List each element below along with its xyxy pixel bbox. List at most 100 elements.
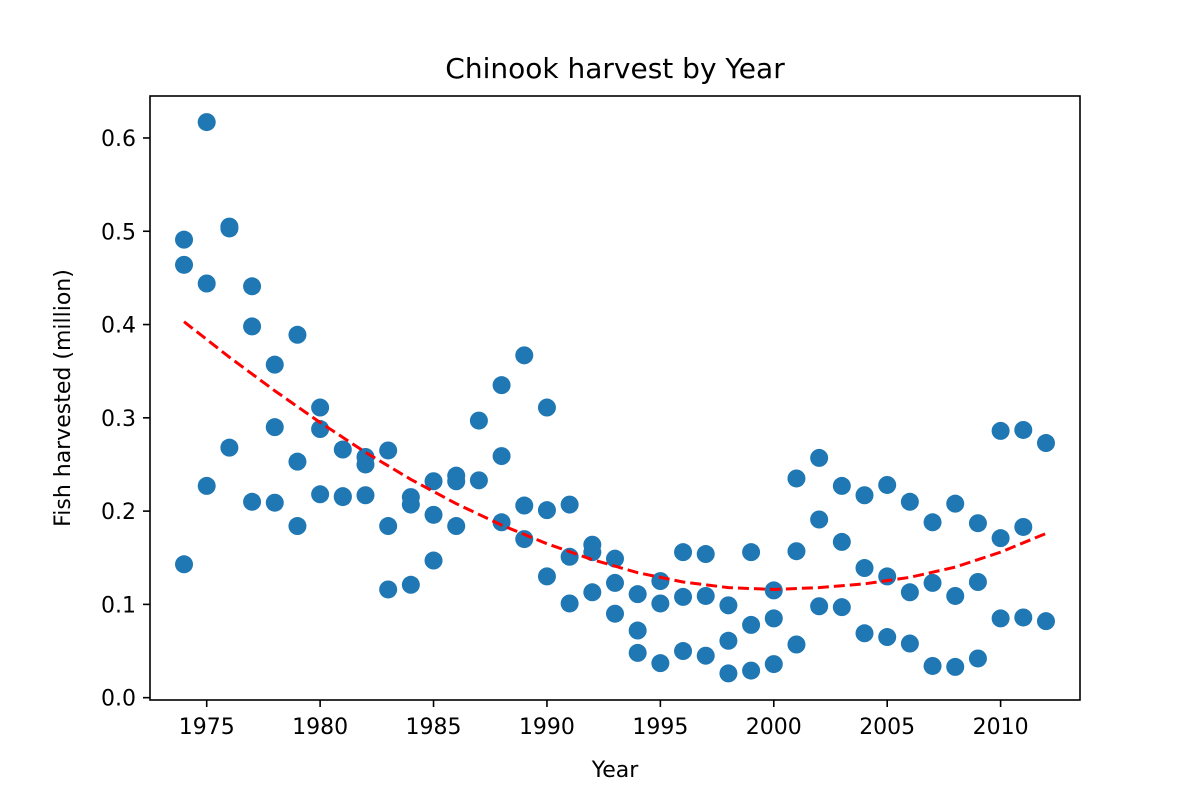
data-point — [515, 530, 534, 549]
x-tick-label: 2010 — [973, 715, 1029, 740]
data-point — [447, 517, 466, 536]
data-point — [560, 495, 579, 514]
data-point — [197, 113, 216, 132]
x-tick-label: 2000 — [746, 715, 802, 740]
data-point — [333, 440, 352, 459]
x-axis-label: Year — [591, 758, 640, 783]
data-point — [243, 492, 262, 511]
data-point — [560, 594, 579, 613]
data-point — [855, 559, 874, 578]
data-point — [537, 501, 556, 520]
data-point — [946, 494, 965, 513]
x-tick-label: 1990 — [519, 715, 575, 740]
data-point — [719, 631, 738, 650]
data-point — [810, 448, 829, 467]
data-point — [878, 567, 897, 586]
data-point — [492, 447, 511, 466]
data-point — [787, 635, 806, 654]
data-point — [469, 411, 488, 430]
data-point — [878, 628, 897, 647]
data-point — [175, 230, 194, 249]
data-point — [1036, 434, 1055, 453]
x-tick-label: 1975 — [179, 715, 235, 740]
points-layer — [175, 113, 1055, 683]
data-point — [175, 255, 194, 274]
y-tick-label: 0.2 — [101, 500, 136, 525]
data-point — [900, 634, 919, 653]
data-point — [900, 583, 919, 602]
data-point — [265, 355, 284, 374]
data-point — [628, 643, 647, 662]
data-point — [515, 346, 534, 365]
data-point — [311, 485, 330, 504]
data-point — [719, 596, 738, 615]
data-point — [855, 486, 874, 505]
data-point — [265, 493, 284, 512]
data-point — [674, 543, 693, 562]
data-point — [606, 549, 624, 568]
data-point — [606, 573, 624, 592]
data-point — [220, 219, 239, 238]
data-point — [787, 469, 806, 488]
data-point — [742, 615, 761, 634]
data-point — [764, 609, 783, 628]
data-point — [1036, 612, 1055, 631]
x-tick-label: 1995 — [632, 715, 688, 740]
data-point — [900, 492, 919, 511]
data-point — [878, 475, 897, 494]
data-point — [674, 642, 693, 661]
data-point — [832, 532, 851, 551]
data-point — [311, 398, 330, 417]
data-point — [379, 441, 398, 460]
data-point — [696, 545, 715, 564]
data-point — [764, 655, 783, 674]
data-point — [742, 661, 761, 680]
data-point — [379, 580, 398, 599]
data-point — [810, 510, 829, 529]
data-point — [197, 476, 216, 495]
data-point — [855, 624, 874, 643]
data-point — [515, 496, 534, 515]
data-point — [220, 438, 239, 457]
data-point — [628, 621, 647, 640]
data-point — [356, 455, 375, 474]
data-point — [1014, 608, 1033, 627]
data-point — [401, 495, 420, 514]
data-point — [651, 654, 670, 673]
data-point — [197, 274, 216, 293]
data-point — [537, 567, 556, 586]
data-point — [447, 472, 466, 491]
data-point — [968, 649, 987, 668]
data-point — [968, 573, 987, 591]
x-tick-label: 1985 — [406, 715, 462, 740]
data-point — [991, 529, 1010, 548]
data-point — [787, 542, 806, 561]
data-point — [651, 572, 670, 591]
data-point — [1014, 517, 1033, 536]
data-point — [810, 597, 829, 616]
trend-layer — [183, 320, 1047, 591]
data-point — [175, 555, 194, 574]
y-tick-label: 0.6 — [101, 127, 136, 152]
data-point — [265, 418, 284, 437]
data-point — [288, 452, 307, 471]
data-point — [968, 514, 987, 533]
data-point — [311, 420, 330, 439]
data-point — [946, 657, 965, 676]
data-point — [651, 594, 670, 613]
y-tick-label: 0.5 — [101, 220, 136, 245]
data-point — [243, 277, 262, 296]
data-point — [424, 472, 443, 491]
x-tick-label: 1980 — [292, 715, 348, 740]
data-point — [379, 517, 398, 536]
data-point — [696, 586, 715, 605]
y-tick-label: 0.3 — [101, 407, 136, 432]
y-axis: 0.0 0.1 0.2 0.3 0.4 0.5 0.6 — [101, 127, 150, 712]
data-point — [424, 551, 443, 570]
data-point — [832, 598, 851, 617]
data-point — [832, 476, 851, 495]
data-point — [946, 586, 965, 605]
data-point — [469, 471, 488, 490]
data-point — [674, 587, 693, 606]
